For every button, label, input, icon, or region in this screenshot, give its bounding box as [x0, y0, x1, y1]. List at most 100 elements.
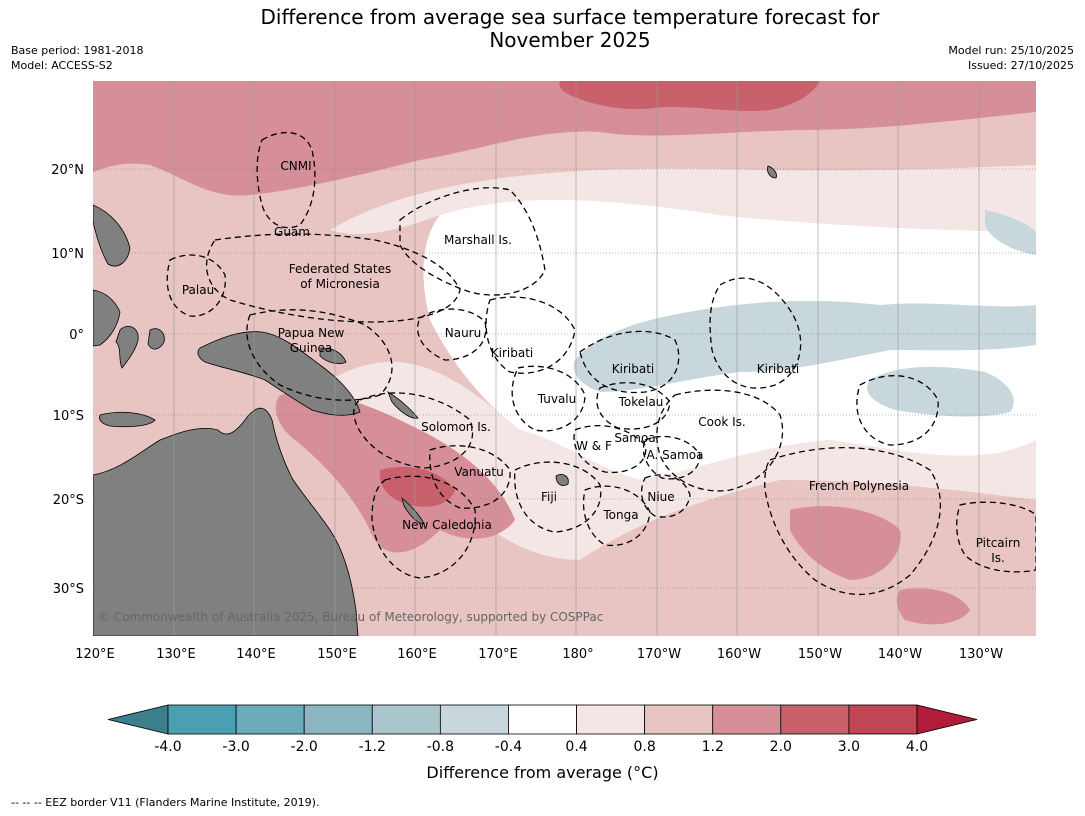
eez-png: [246, 309, 393, 401]
colorbar-tick-label: 0.4: [565, 739, 587, 755]
label-wallis-futuna: W & F: [576, 439, 612, 453]
colorbar-tick-label: 4.0: [906, 739, 928, 755]
label-niue: Niue: [647, 490, 674, 504]
label-new-caledonia: New Caledonia: [402, 518, 492, 532]
latitude-tick-label: 10°S: [53, 409, 84, 424]
label-kiribati-west: Kiribati: [491, 346, 533, 360]
label-vanuatu: Vanuatu: [454, 465, 504, 479]
colorbar-swatch: [303, 704, 373, 735]
label-tokelau: Tokelau: [618, 395, 664, 409]
longitude-tick-label: 150°E: [317, 647, 357, 662]
meta-right: Model run: 25/10/2025 Issued: 27/10/2025: [948, 43, 1074, 73]
eez-kiribati-gilbert: [485, 296, 576, 374]
colorbar-swatch: [780, 704, 850, 735]
eez-footnote: -- -- -- EEZ border V11 (Flanders Marine…: [11, 796, 320, 809]
colorbar-tick-label: 1.2: [702, 739, 724, 755]
cool-anomaly-2: [867, 366, 1014, 417]
colorbar-swatch: [439, 704, 509, 735]
longitude-tick-label: 130°W: [959, 647, 1003, 662]
longitude-tick-label: 170°W: [637, 647, 681, 662]
warm-mid-se: [790, 506, 901, 580]
colorbar-tick-label: -4.0: [154, 739, 181, 755]
latitude-labels: 20°N 10°N 0° 10°S 20°S 30°S: [51, 163, 84, 597]
label-pitcairn-line2: Is.: [991, 551, 1005, 565]
longitude-labels: 120°E 130°E 140°E 150°E 160°E 170°E 180° 170°W 1…: [75, 647, 1003, 662]
colorbar-tick-label: -0.8: [427, 739, 454, 755]
warm-mid-north: [93, 81, 1036, 196]
eez-pitcairn: [956, 501, 1036, 573]
label-png-line1: Papua New: [278, 326, 345, 340]
new-guinea-land: [197, 331, 361, 416]
label-tonga: Tonga: [602, 508, 638, 522]
eez-nauru: [417, 308, 487, 361]
colorbar-swatch: [508, 704, 577, 735]
colorbar-swatch: [371, 704, 441, 735]
label-kiribati-central: Kiribati: [612, 362, 654, 376]
island-new-britain-land: [319, 348, 347, 364]
colorbar-swatch: [848, 704, 918, 735]
label-cnmi: CNMI: [280, 159, 311, 173]
label-french-polynesia: French Polynesia: [809, 479, 909, 493]
island-hawaii-land: [767, 165, 777, 179]
colorbar-tick-label: -2.0: [291, 739, 318, 755]
island-solomons-land: [387, 391, 419, 419]
eez-kiribati-line: [709, 277, 802, 389]
warm-strong-north: [559, 81, 820, 111]
island-borneo-land: [93, 289, 121, 347]
eez-cook: [656, 389, 784, 492]
eez-tonga: [582, 485, 651, 547]
colorbar-tick-label: 2.0: [770, 739, 792, 755]
longitude-tick-label: 120°E: [75, 647, 115, 662]
issued-date: Issued: 27/10/2025: [967, 59, 1074, 72]
title-line-2: November 2025: [489, 28, 651, 52]
colorbar-tick-label: -1.2: [359, 739, 386, 755]
label-palau: Palau: [182, 283, 214, 297]
colorbar-swatch: [644, 704, 714, 735]
colorbar-tick-label: -3.0: [222, 739, 249, 755]
colorbar-tick-label: 0.8: [634, 739, 656, 755]
cool-anomaly-3: [985, 210, 1036, 255]
eez-solomon: [353, 392, 474, 469]
island-fiji-land: [555, 474, 569, 486]
latitude-tick-label: 20°N: [51, 163, 84, 178]
colorbar-high-arrow: [916, 704, 978, 735]
label-fsm-line2: of Micronesia: [300, 277, 380, 291]
label-fiji: Fiji: [541, 490, 557, 504]
model-name: Model: ACCESS-S2: [11, 59, 113, 72]
warm-faint-north: [330, 165, 1036, 235]
longitude-tick-label: 170°E: [478, 647, 518, 662]
colorbar-swatch: [235, 704, 305, 735]
map-area: © Commonwealth of Australia 2025, Bureau…: [93, 81, 1036, 636]
chart-title: Difference from average sea surface temp…: [0, 6, 1085, 52]
label-png-line2: Guinea: [290, 341, 333, 355]
colorbar-swatch: [712, 704, 782, 735]
eez-new-caledonia: [371, 475, 476, 579]
label-kiribati-east: Kiribati: [757, 362, 799, 376]
colorbar: -4.0 -3.0 -2.0 -1.2 -0.8 -0.4 0.4 0.8 1.2 2.0 3.0 4…: [107, 704, 978, 755]
colorbar-swatch: [167, 704, 237, 735]
eez-cnmi: [256, 131, 316, 229]
eez-kiribati-east: [856, 375, 939, 446]
cool-anomaly-1: [573, 300, 1036, 392]
label-marshall-is: Marshall Is.: [444, 233, 512, 247]
label-samoa: Samoa: [614, 431, 655, 445]
eez-french-polynesia: [764, 447, 942, 596]
eez-palau: [166, 254, 226, 317]
longitude-tick-label: 160°E: [397, 647, 437, 662]
longitude-tick-label: 130°E: [156, 647, 196, 662]
label-american-samoa: A. Samoa: [647, 448, 704, 462]
copyright-text: © Commonwealth of Australia 2025, Bureau…: [98, 610, 603, 624]
warm-mid-far-se: [896, 588, 970, 625]
latitude-tick-label: 10°N: [51, 247, 84, 262]
colorbar-tick-label: 3.0: [838, 739, 860, 755]
latitude-tick-label: 30°S: [53, 582, 84, 597]
latitude-tick-label: 0°: [69, 328, 84, 343]
model-run: Model run: 25/10/2025: [948, 44, 1074, 57]
colorbar-low-arrow: [107, 704, 169, 735]
longitude-tick-label: 140°W: [878, 647, 922, 662]
colorbar-label: Difference from average (°C): [426, 763, 659, 782]
eez-vanuatu: [429, 445, 511, 509]
label-tuvalu: Tuvalu: [537, 392, 577, 406]
eez-fsm: [206, 233, 461, 323]
eez-marshall: [399, 187, 546, 296]
